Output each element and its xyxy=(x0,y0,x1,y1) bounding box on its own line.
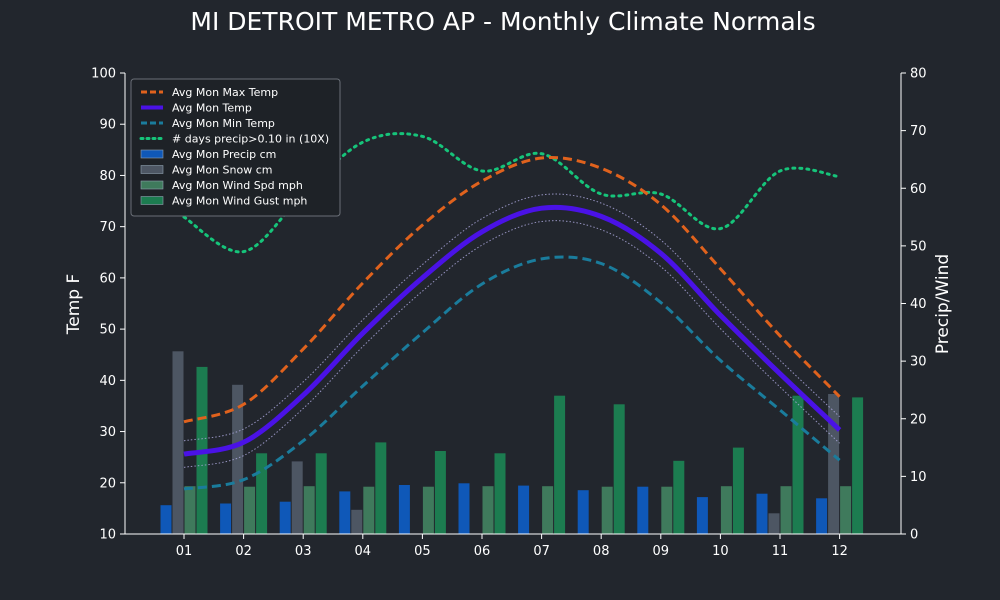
bar-avg-mon-wind-spd-mph-10 xyxy=(720,486,732,534)
x-tick-label-02: 02 xyxy=(235,544,252,559)
bar-avg-mon-wind-gust-mph-10 xyxy=(732,447,744,534)
bar-avg-mon-wind-spd-mph-12 xyxy=(840,486,852,534)
y-right-tick-label: 10 xyxy=(910,470,927,485)
y-right-tick-label: 80 xyxy=(910,67,927,82)
bar-avg-mon-snow-cm-12 xyxy=(828,394,840,534)
bar-avg-mon-wind-gust-mph-05 xyxy=(434,451,446,534)
y-left-tick-label: 20 xyxy=(99,476,116,491)
y-right-tick-label: 0 xyxy=(910,528,918,543)
chart-title: MI DETROIT METRO AP - Monthly Climate No… xyxy=(190,7,815,36)
legend-swatch-avg-mon-precip-cm xyxy=(140,149,164,159)
y-left-tick-label: 90 xyxy=(99,118,116,133)
y-axis-right-label: Precip/Wind xyxy=(933,254,953,354)
y-left-tick-label: 50 xyxy=(99,323,116,338)
line-avg-mon-min-temp xyxy=(183,255,841,491)
bar-avg-mon-snow-cm-03 xyxy=(291,461,303,534)
y-right-tick-label: 40 xyxy=(910,297,927,312)
y-right-tick-label: 20 xyxy=(910,412,927,427)
legend-label-avg-mon-precip-cm: Avg Mon Precip cm xyxy=(172,148,276,161)
bar-avg-mon-precip-cm-06 xyxy=(458,483,470,534)
x-tick-label-09: 09 xyxy=(653,544,670,559)
y-right-tick-label: 30 xyxy=(910,355,927,370)
avg-temp-lower-band xyxy=(183,220,840,468)
y-right-tick-label: 60 xyxy=(910,182,927,197)
legend-label-avg-mon-min-temp: Avg Mon Min Temp xyxy=(172,117,275,130)
bar-avg-mon-snow-cm-04 xyxy=(351,509,363,534)
bar-avg-mon-wind-gust-mph-08 xyxy=(613,404,625,534)
y-left-tick-label: 10 xyxy=(99,528,116,543)
bar-avg-mon-wind-gust-mph-02 xyxy=(256,453,268,534)
y-left-tick-label: 100 xyxy=(91,67,116,82)
bar-avg-mon-wind-spd-mph-06 xyxy=(482,486,494,534)
x-tick-label-06: 06 xyxy=(474,544,491,559)
bar-avg-mon-wind-spd-mph-07 xyxy=(542,486,554,534)
legend-label-avg-mon-snow-cm: Avg Mon Snow cm xyxy=(172,164,273,177)
bar-avg-mon-wind-gust-mph-11 xyxy=(792,395,804,534)
bar-avg-mon-precip-cm-03 xyxy=(279,501,291,534)
bar-avg-mon-precip-cm-08 xyxy=(577,490,589,534)
legend-label-days-precip-0-10-in-10x: # days precip>0.10 in (10X) xyxy=(172,133,329,146)
bar-avg-mon-snow-cm-01 xyxy=(172,351,184,534)
bar-avg-mon-precip-cm-04 xyxy=(339,491,351,534)
legend-label-avg-mon-wind-spd-mph: Avg Mon Wind Spd mph xyxy=(172,179,303,192)
bar-avg-mon-wind-gust-mph-12 xyxy=(852,397,864,534)
bar-avg-mon-precip-cm-11 xyxy=(756,493,768,534)
x-tick-label-08: 08 xyxy=(593,544,610,559)
bar-avg-mon-precip-cm-05 xyxy=(398,485,410,534)
bar-avg-mon-wind-spd-mph-02 xyxy=(244,486,256,534)
bar-avg-mon-wind-gust-mph-03 xyxy=(315,453,327,534)
legend-swatch-avg-mon-wind-spd-mph xyxy=(140,180,164,190)
bar-avg-mon-wind-spd-mph-04 xyxy=(363,486,375,534)
y-left-tick-label: 40 xyxy=(99,374,116,389)
x-tick-label-01: 01 xyxy=(176,544,193,559)
legend-label-avg-mon-max-temp: Avg Mon Max Temp xyxy=(172,86,278,99)
bar-avg-mon-wind-spd-mph-09 xyxy=(661,486,673,534)
y-left-tick-label: 70 xyxy=(99,220,116,235)
bar-avg-mon-precip-cm-02 xyxy=(220,503,232,534)
bar-avg-mon-wind-gust-mph-09 xyxy=(673,460,685,534)
y-right-tick-label: 70 xyxy=(910,124,927,139)
legend-label-avg-mon-temp: Avg Mon Temp xyxy=(172,102,252,115)
legend-box xyxy=(130,78,341,217)
x-tick-label-12: 12 xyxy=(831,544,848,559)
legend-swatch-avg-mon-wind-gust-mph xyxy=(140,196,164,205)
bar-avg-mon-wind-gust-mph-06 xyxy=(494,453,506,534)
bar-avg-mon-snow-cm-02 xyxy=(232,384,244,534)
y-right-tick-label: 50 xyxy=(910,239,927,254)
bar-avg-mon-wind-spd-mph-03 xyxy=(303,486,315,534)
avg-temp-upper-band xyxy=(183,193,840,442)
legend-swatch-avg-mon-snow-cm xyxy=(140,165,164,174)
bar-avg-mon-precip-cm-10 xyxy=(696,497,708,534)
bar-avg-mon-wind-spd-mph-05 xyxy=(422,486,434,534)
x-tick-label-11: 11 xyxy=(772,544,789,559)
bar-avg-mon-precip-cm-12 xyxy=(816,498,828,534)
x-tick-label-10: 10 xyxy=(712,544,729,559)
y-left-tick-label: 30 xyxy=(99,425,116,440)
line-avg-mon-max-temp xyxy=(183,156,841,424)
legend-label-avg-mon-wind-gust-mph: Avg Mon Wind Gust mph xyxy=(172,195,307,208)
bar-avg-mon-precip-cm-01 xyxy=(160,505,172,534)
bar-avg-mon-snow-cm-11 xyxy=(768,513,780,534)
bar-avg-mon-wind-gust-mph-07 xyxy=(554,395,566,534)
bar-avg-mon-wind-spd-mph-01 xyxy=(184,486,196,534)
y-left-tick-label: 60 xyxy=(99,271,116,286)
y-left-tick-label: 80 xyxy=(99,169,116,184)
bar-avg-mon-wind-spd-mph-08 xyxy=(601,486,613,534)
tick-group: 10 20 30 40 50 60 70 80 90 100 0 10 20 30 40 50 60 70 80 01… xyxy=(91,67,926,560)
line-avg-mon-temp xyxy=(183,204,842,457)
bar-avg-mon-wind-spd-mph-11 xyxy=(780,486,792,534)
bar-avg-mon-wind-gust-mph-04 xyxy=(375,442,387,534)
bar-avg-mon-precip-cm-07 xyxy=(518,485,530,534)
x-tick-label-03: 03 xyxy=(295,544,312,559)
x-tick-label-07: 07 xyxy=(533,544,550,559)
legend: Avg Mon Max Temp Avg Mon Temp Avg Mon Min … xyxy=(130,78,341,217)
x-tick-label-05: 05 xyxy=(414,544,431,559)
x-tick-label-04: 04 xyxy=(355,544,372,559)
y-axis-left-label: Temp F xyxy=(64,274,84,336)
bar-avg-mon-precip-cm-09 xyxy=(637,486,649,534)
